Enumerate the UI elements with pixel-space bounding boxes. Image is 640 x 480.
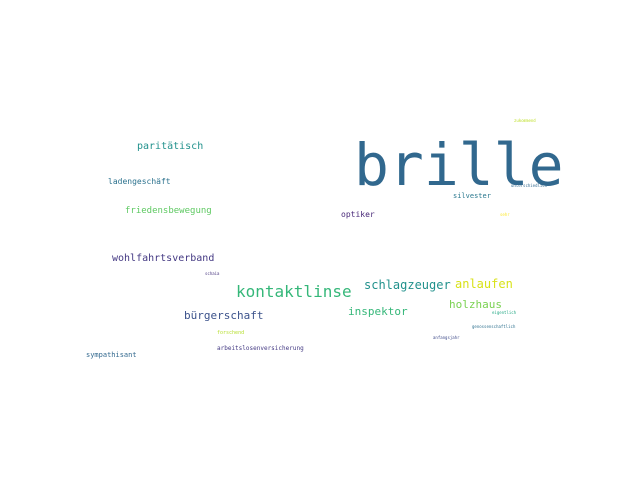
word-zukommend: zukommend: [514, 118, 536, 123]
word-silvester: silvester: [453, 192, 491, 200]
word-wohlfahrtsverband: wohlfahrtsverband: [112, 253, 215, 264]
word-sympathisant: sympathisant: [86, 351, 137, 359]
word-holzhaus: holzhaus: [449, 298, 502, 311]
word-schlagzeuger: schlagzeuger: [364, 278, 451, 292]
word-buergerschaft: bürgerschaft: [184, 309, 264, 322]
word-kontaktlinse: kontaktlinse: [236, 282, 352, 301]
word-eigentlich: eigentlich: [492, 310, 517, 315]
word-optiker: optiker: [341, 210, 375, 219]
word-schaia: schaia: [205, 271, 220, 276]
word-friedensbewegung: friedensbewegung: [125, 206, 212, 216]
word-arbeitslosenversicherung: arbeitslosenversicherung: [217, 345, 304, 352]
word-anlaufen: anlaufen: [455, 277, 513, 291]
word-inspektor: inspektor: [348, 305, 408, 318]
word-genossenschaftlich: genossenschaftlich: [472, 324, 516, 329]
word-anfangsjahr: anfangsjahr: [433, 335, 460, 340]
word-ladengeschaeft: ladengeschäft: [108, 177, 171, 186]
word-brille: brille: [354, 131, 564, 199]
word-forschend: forschend: [217, 330, 245, 336]
word-paritaetisch: paritätisch: [137, 141, 204, 152]
word-unterschiedlich: unterschiedlich: [511, 183, 548, 188]
word-sehr: sehr: [500, 212, 510, 217]
